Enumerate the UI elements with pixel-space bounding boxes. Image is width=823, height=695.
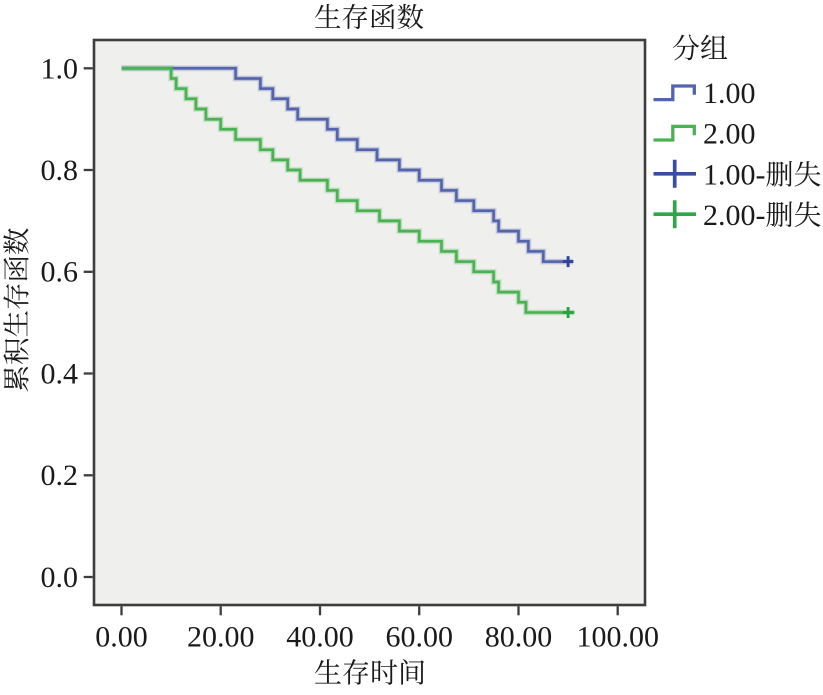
cjk-glyph [794, 161, 821, 187]
legend-item: 2.00- [653, 199, 821, 232]
cjk-glyph [701, 34, 728, 60]
cjk-glyph [672, 34, 700, 61]
censor-plus-icon [562, 256, 574, 268]
y-tick-label-latin: 1.0 [41, 52, 79, 85]
legend-title [672, 34, 728, 61]
x-tick-label-latin: 40.00 [286, 621, 354, 654]
curve-line [121, 67, 573, 263]
cjk-glyph [3, 257, 29, 281]
y-tick-label-latin: 0.2 [41, 459, 79, 492]
legend-item: 2.00 [653, 117, 756, 150]
legend-plus-icon [653, 159, 696, 188]
curve-line [121, 67, 575, 314]
y-tick-label-latin: 0.0 [41, 561, 79, 594]
legend-item-label-latin: 2.00 [703, 117, 756, 150]
x-tick-label: 20.00 [187, 621, 255, 654]
x-tick-label: 0.00 [95, 621, 148, 654]
x-tick-label: 40.00 [286, 621, 354, 654]
cjk-glyph [314, 3, 341, 28]
y-tick-label-latin: 0.8 [41, 154, 79, 187]
legend-item-label: 2.00 [703, 117, 756, 150]
legend: 1.00 2.00 1.00- 2.00- [653, 34, 821, 232]
legend-item: 1.00- [653, 158, 821, 191]
cjk-glyph [401, 658, 425, 685]
plot-frame [92, 38, 647, 607]
survival-curve-2.00 [121, 65, 575, 316]
cjk-glyph [3, 228, 29, 255]
y-axis-title [3, 228, 29, 392]
y-axis-title-rotated [3, 228, 29, 392]
x-axis-title [314, 658, 425, 685]
x-tick-label-latin: 60.00 [386, 621, 454, 654]
y-tick-label: 0.6 [41, 256, 79, 289]
legend-item-label-latin: 1.00 [703, 77, 756, 110]
cjk-glyph [3, 311, 28, 337]
legend-step-line-icon [653, 124, 696, 142]
y-tick-label: 0.8 [41, 154, 79, 187]
legend-item-label: 1.00 [703, 77, 756, 110]
x-tick-label: 60.00 [386, 621, 454, 654]
y-tick-label: 0.4 [41, 358, 79, 391]
cjk-glyph [372, 659, 398, 685]
cjk-glyph [3, 367, 29, 392]
x-tick-label-latin: 0.00 [95, 621, 148, 654]
y-tick-label: 0.2 [41, 459, 79, 492]
x-tick-label: 80.00 [485, 621, 553, 654]
legend-step-line-icon [653, 84, 696, 102]
x-tick-label: 100.00 [577, 621, 660, 654]
cjk-glyph [3, 338, 29, 365]
y-tick-label: 1.0 [41, 52, 79, 85]
censor-plus-icon [562, 307, 574, 318]
cjk-glyph [766, 201, 793, 228]
plot-panel [94, 40, 645, 605]
x-tick-label-latin: 20.00 [187, 621, 255, 654]
censor-mark-1.00 [562, 256, 574, 268]
cjk-glyph [397, 3, 424, 30]
cjk-glyph [794, 201, 821, 228]
legend-plus-icon [653, 200, 696, 229]
cjk-glyph [370, 3, 395, 30]
chart-title [314, 3, 424, 30]
legend-item: 1.00 [653, 77, 756, 110]
legend-item-label-latin: 1.00- [703, 158, 766, 191]
cjk-glyph [342, 3, 368, 30]
survival-curve-1.00 [121, 65, 573, 265]
x-tick-label-latin: 80.00 [485, 621, 553, 654]
y-tick-label-latin: 0.6 [41, 256, 79, 289]
y-tick-label-latin: 0.4 [41, 358, 79, 391]
censor-mark-2.00 [562, 307, 574, 318]
cjk-glyph [343, 659, 369, 685]
legend-item-label-latin: 2.00- [703, 199, 766, 232]
cjk-glyph [314, 659, 341, 684]
y-tick-label: 0.0 [41, 561, 79, 594]
cjk-glyph [766, 160, 793, 187]
cjk-glyph [3, 284, 29, 309]
legend-item-label: 1.00- [703, 158, 821, 191]
legend-item-label: 2.00- [703, 199, 821, 232]
x-tick-label-latin: 100.00 [577, 621, 660, 654]
